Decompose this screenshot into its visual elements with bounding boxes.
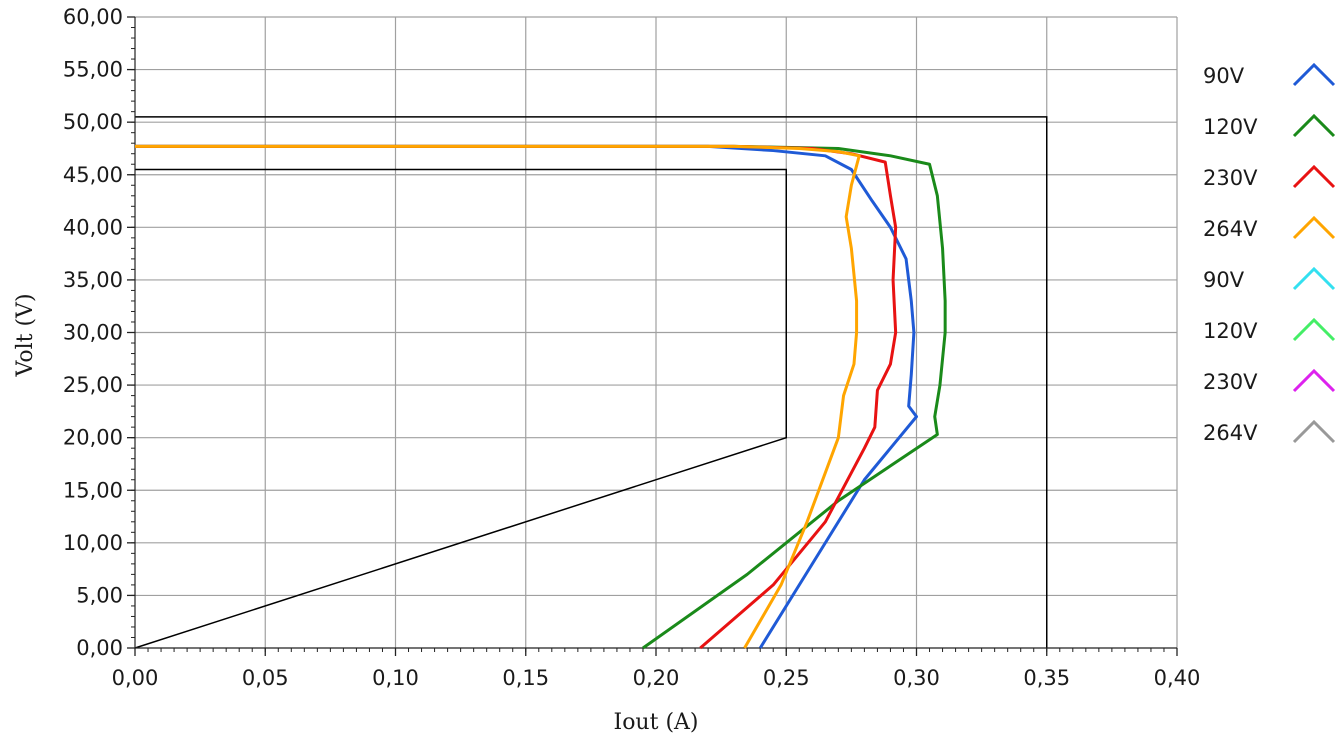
x-tick-label: 0,35 xyxy=(1023,666,1070,690)
y-tick-label: 55,00 xyxy=(63,58,123,82)
series-line xyxy=(135,144,898,650)
legend-label: 120V xyxy=(1203,115,1258,139)
y-tick-label: 20,00 xyxy=(63,426,123,450)
legend-label: 230V xyxy=(1203,370,1258,394)
x-tick-label: 0,40 xyxy=(1154,666,1201,690)
legend-swatch xyxy=(1292,113,1336,138)
limit-line xyxy=(134,168,787,649)
x-tick-label: 0,05 xyxy=(242,666,289,690)
y-tick-label: 25,00 xyxy=(63,373,123,397)
legend-swatch xyxy=(1292,215,1336,240)
x-tick-label: 0,15 xyxy=(502,666,549,690)
legend-swatch xyxy=(1292,164,1336,189)
legend-label: 90V xyxy=(1203,268,1245,292)
y-tick-labels: 0,00 5,00 10,00 15,00 20,00 25,00 30,00 35,00 40… xyxy=(63,5,123,660)
legend-swatch xyxy=(1292,62,1336,87)
y-tick-label: 40,00 xyxy=(63,215,123,239)
x-tick-label: 0,10 xyxy=(372,666,419,690)
axes xyxy=(127,16,1178,656)
x-tick-label: 0,25 xyxy=(763,666,810,690)
legend-swatch xyxy=(1292,317,1336,342)
legend-label: 264V xyxy=(1203,217,1258,241)
legend-swatch xyxy=(1292,419,1336,444)
y-tick-label: 15,00 xyxy=(63,478,123,502)
limit-line xyxy=(135,116,1048,648)
y-tick-label: 45,00 xyxy=(63,163,123,187)
legend: 90V 120V 230V 264V 90V 120V 230V 264V xyxy=(1203,62,1336,445)
x-tick-label: 0,20 xyxy=(633,666,680,690)
y-axis-title: Volt (V) xyxy=(13,293,38,377)
legend-swatch xyxy=(1292,266,1336,291)
x-tick-label: 0,00 xyxy=(112,666,159,690)
y-tick-label: 50,00 xyxy=(63,110,123,134)
y-tick-label: 30,00 xyxy=(63,321,123,345)
series-line xyxy=(135,144,918,649)
legend-label: 264V xyxy=(1203,421,1258,445)
legend-label: 90V xyxy=(1203,64,1245,88)
x-tick-label: 0,30 xyxy=(893,666,940,690)
series-line xyxy=(135,144,947,650)
legend-label: 230V xyxy=(1203,166,1258,190)
grid-lines xyxy=(135,16,1178,648)
x-axis-title: Iout (A) xyxy=(614,710,699,734)
y-tick-label: 60,00 xyxy=(63,5,123,29)
legend-swatch xyxy=(1292,368,1336,393)
y-tick-label: 35,00 xyxy=(63,268,123,292)
x-tick-labels: 0,00 0,05 0,10 0,15 0,20 0,25 0,30 0,35 0,40 xyxy=(112,666,1201,690)
series-line xyxy=(135,144,861,649)
legend-label: 120V xyxy=(1203,319,1258,343)
series-lines xyxy=(135,144,947,650)
y-tick-label: 0,00 xyxy=(76,636,123,660)
y-tick-label: 10,00 xyxy=(63,531,123,555)
y-tick-label: 5,00 xyxy=(76,583,123,607)
reference-lines xyxy=(134,116,1048,649)
